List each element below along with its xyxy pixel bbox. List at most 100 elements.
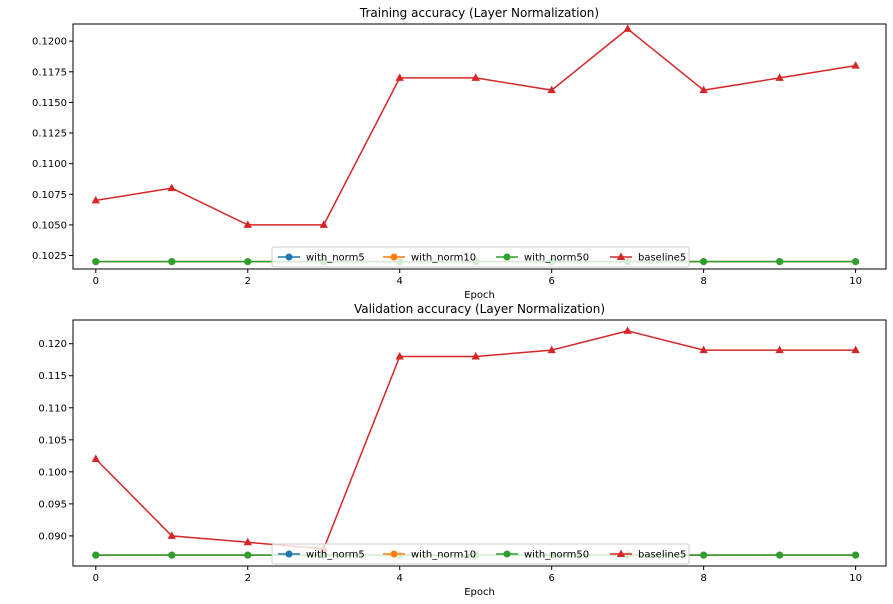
legend-label: baseline5 (638, 253, 686, 264)
legend-label: with_norm10 (411, 253, 476, 264)
data-point (852, 258, 860, 266)
legend-label: with_norm5 (306, 550, 365, 561)
legend-label: with_norm50 (524, 253, 589, 264)
plot-area (72, 23, 887, 270)
data-point (244, 258, 252, 266)
data-point (243, 537, 252, 546)
legend-marker (503, 550, 511, 558)
legend-entry-with-norm5: with_norm5 (278, 550, 365, 561)
chart-title: Training accuracy (Layer Normalization) (359, 6, 599, 20)
data-point (699, 345, 708, 354)
x-axis-label: Epoch (464, 587, 495, 598)
legend-label: with_norm10 (411, 550, 476, 561)
x-tick-label: 4 (397, 573, 403, 584)
data-point (92, 551, 100, 559)
data-point (244, 551, 252, 559)
x-tick-label: 8 (700, 276, 706, 287)
legend-marker (390, 550, 398, 558)
x-tick-label: 4 (397, 276, 403, 287)
data-point (623, 326, 632, 334)
legend-entry-with-norm5: with_norm5 (278, 253, 365, 264)
y-tick-label: 0.1175 (32, 67, 67, 78)
legend-marker (285, 550, 293, 558)
data-point (91, 454, 100, 463)
data-point (92, 258, 100, 266)
data-point (547, 85, 556, 94)
data-point (700, 258, 708, 266)
series-baseline5 (91, 24, 860, 228)
data-point (243, 220, 252, 228)
data-point (852, 551, 860, 559)
series-line-baseline5 (95, 27, 856, 226)
series-line-baseline5 (95, 330, 856, 550)
y-tick-label: 0.1100 (32, 159, 67, 170)
legend: with_norm5 with_norm10 with_norm50 baseline… (271, 543, 690, 565)
y-tick-label: 0.110 (38, 403, 67, 414)
data-point (167, 183, 176, 192)
data-point (395, 352, 404, 360)
plot-area (72, 319, 887, 567)
legend-label: baseline5 (638, 550, 686, 561)
x-tick-label: 6 (548, 276, 554, 287)
data-point (699, 85, 708, 94)
y-tick-label: 0.090 (38, 531, 67, 542)
y-tick-label: 0.120 (38, 339, 67, 350)
legend-entry-with-norm10: with_norm10 (383, 253, 476, 264)
y-tick-label: 0.095 (38, 499, 67, 510)
data-point (776, 258, 784, 266)
data-point (168, 258, 176, 266)
data-point (167, 531, 176, 539)
data-point (471, 352, 480, 360)
data-point (471, 73, 480, 81)
y-tick-label: 0.1025 (32, 251, 67, 262)
data-point (319, 220, 328, 228)
chart-title: Validation accuracy (Layer Normalization… (354, 302, 605, 316)
legend-marker (285, 253, 293, 261)
y-tick-label: 0.1075 (32, 190, 67, 201)
legend-entry-baseline5: baseline5 (610, 252, 686, 264)
data-point (395, 73, 404, 81)
y-tick-label: 0.1200 (32, 37, 67, 48)
data-point (623, 24, 632, 32)
y-tick-label: 0.100 (38, 467, 67, 478)
data-point (91, 195, 100, 204)
data-point (775, 73, 784, 81)
training-accuracy-chart: Training accuracy (Layer Normalization) 0… (32, 6, 887, 301)
series-baseline5 (91, 326, 860, 552)
data-point (851, 345, 860, 354)
legend-box (271, 543, 690, 565)
y-tick-label: 0.105 (38, 435, 67, 446)
x-tick-label: 2 (245, 276, 251, 287)
legend-marker (616, 252, 626, 260)
x-tick-label: 10 (849, 276, 862, 287)
data-point (775, 345, 784, 354)
validation-accuracy-chart: Validation accuracy (Layer Normalization… (38, 302, 887, 598)
legend-marker (503, 253, 511, 261)
x-tick-label: 0 (93, 276, 99, 287)
x-tick-label: 6 (548, 573, 554, 584)
legend-marker (390, 253, 398, 261)
data-point (851, 61, 860, 69)
legend-entry-baseline5: baseline5 (610, 549, 686, 561)
data-point (547, 345, 556, 354)
data-point (776, 551, 784, 559)
legend-label: with_norm5 (306, 253, 365, 264)
y-tick-label: 0.1150 (32, 98, 67, 109)
legend-label: with_norm50 (524, 550, 589, 561)
y-tick-label: 0.1125 (32, 129, 67, 140)
y-tick-label: 0.115 (38, 371, 67, 382)
x-axis-label: Epoch (464, 290, 495, 301)
legend-entry-with-norm10: with_norm10 (383, 550, 476, 561)
x-tick-label: 2 (245, 573, 251, 584)
legend: with_norm5 with_norm10 with_norm50 baseline… (271, 246, 690, 268)
legend-entry-with-norm50: with_norm50 (496, 253, 589, 264)
data-point (700, 551, 708, 559)
data-point (168, 551, 176, 559)
legend-entry-with-norm50: with_norm50 (496, 550, 589, 561)
legend-box (271, 246, 690, 268)
x-tick-label: 8 (700, 573, 706, 584)
x-tick-label: 10 (849, 573, 862, 584)
y-tick-label: 0.1050 (32, 220, 67, 231)
x-tick-label: 0 (93, 573, 99, 584)
